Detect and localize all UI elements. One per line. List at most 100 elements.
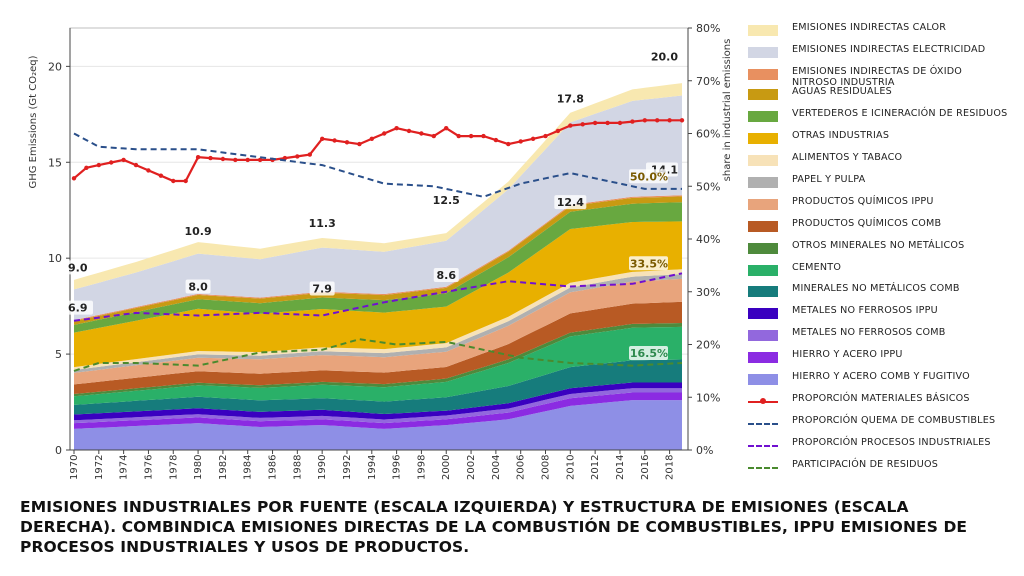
legend-label-line: OTROS MINERALES NO METÁLICOS [792,239,965,251]
marker-proporcion-materiales-basicos [133,162,139,168]
legend-label-line: EMISIONES INDIRECTAS DE ÓXIDO [792,65,963,77]
y2-tick-label: 40% [696,233,720,246]
legend-item-aguas-residuales: AGUAS RESIDUALES [748,86,1018,106]
x-tick-label: 1970 [69,455,80,480]
marker-proporcion-materiales-basicos [406,128,412,134]
legend-label: PARTICIPACIÓN DE RESIDUOS [792,459,938,470]
annotation-bg [629,345,668,360]
marker-proporcion-materiales-basicos [419,131,424,136]
legend-label-line: AGUAS RESIDUALES [792,86,892,98]
annotation-bg [629,169,668,184]
legend-item-papel-y-pulpa: PAPEL Y PULPA [748,174,1018,194]
annotation-bg [68,260,93,275]
x-tick-label: 2006 [516,455,527,480]
figure-caption: EMISIONES INDUSTRIALES POR FUENTE (ESCAL… [20,498,968,556]
x-tick-label: 1988 [292,455,303,480]
marker-proporcion-materiales-basicos [592,120,598,126]
marker-proporcion-materiales-basicos [580,122,585,127]
annotation-label: 20.0 [651,50,678,63]
legend-label: PAPEL Y PULPA [792,174,865,185]
x-tick-label: 1984 [243,455,254,480]
area-emisiones-indirectas-electricidad [74,95,682,321]
legend-swatch [748,352,778,364]
x-tick-label: 1978 [168,455,179,480]
legend-label-line: EMISIONES INDIRECTAS ELECTRICIDAD [792,43,986,55]
annotation-label: 7.9 [312,282,332,295]
x-tick-label: 1994 [367,455,378,480]
legend-swatch [748,308,778,320]
x-tick-label: 2002 [466,455,477,480]
marker-proporcion-materiales-basicos [679,118,685,123]
x-tick-label: 2014 [615,455,626,480]
marker-proporcion-materiales-basicos [282,155,288,161]
x-tick-label: 1998 [416,455,427,480]
marker-proporcion-materiales-basicos [344,140,350,145]
marker-proporcion-materiales-basicos [481,133,486,139]
marker-proporcion-materiales-basicos [121,157,126,163]
marker-proporcion-materiales-basicos [332,138,337,143]
legend-swatch [748,111,778,123]
marker-proporcion-materiales-basicos [506,141,511,147]
annotation-label: 12.4 [557,196,584,209]
legend-item-hierro-y-acero-ippu: HIERRO Y ACERO IPPU [748,349,1018,369]
legend-swatch [748,46,778,58]
y-tick-label: 5 [55,348,62,361]
legend-swatch [748,89,778,101]
legend-label: VERTEDEROS E ICINERACIÓN DE RESIDUOS [792,108,1007,119]
y2-tick-label: 10% [696,391,720,404]
legend-item-vertederos-e-icineracion-de-residuos: VERTEDEROS E ICINERACIÓN DE RESIDUOS [748,108,1018,128]
line-proporcion-quema-de-combustibles [73,132,682,198]
legend-swatch [748,68,778,80]
marker-proporcion-materiales-basicos [158,173,164,178]
marker-proporcion-materiales-basicos [568,123,573,128]
x-tick-label: 2000 [441,455,452,480]
legend-label-line: PROPORCIÓN QUEMA DE COMBUSTIBLES [792,414,996,426]
area-hierro-y-acero-ippu [74,392,682,429]
annotation-label: 9.0 [68,261,88,274]
legend-item-metales-no-ferrosos-ippu: METALES NO FERROSOS IPPU [748,305,1018,325]
marker-proporcion-materiales-basicos [257,157,263,163]
area-productos-quimicos-comb [74,301,682,394]
marker-proporcion-materiales-basicos [208,155,213,161]
annotation-bg [430,193,463,208]
annotation-bg [68,300,93,315]
legend-item-cemento: CEMENTO [748,262,1018,282]
legend-label-line: PRODUCTOS QUÍMICOS COMB [792,217,942,229]
marker-proporcion-materiales-basicos [382,131,387,136]
y-tick-label: 0 [55,444,62,457]
legend-label: ALIMENTOS Y TABACO [792,152,902,163]
legend-swatch [748,374,778,385]
legend-label: EMISIONES INDIRECTAS CALOR [792,22,946,33]
marker-proporcion-materiales-basicos [369,136,374,141]
x-tick-label: 1990 [317,455,328,480]
legend-label: CEMENTO [792,262,841,273]
marker-proporcion-materiales-basicos [233,157,238,163]
legend-label-line: HIERRO Y ACERO IPPU [792,349,903,361]
marker-proporcion-materiales-basicos [605,120,610,126]
x-tick-label: 1992 [342,455,353,480]
legend-item-proporcion-materiales-basicos: PROPORCIÓN MATERIALES BÁSICOS [748,393,1018,413]
annotation-bg [433,268,459,283]
legend-item-hierro-y-acero-comb-y-fugitivo: HIERRO Y ACERO COMB Y FUGITIVO [748,371,1018,391]
legend-item-minerales-no-metalicos-comb: MINERALES NO METÁLICOS COMB [748,283,1018,303]
legend-item-proporcion-procesos-industriales: PROPORCIÓN PROCESOS INDUSTRIALES [748,437,1018,457]
legend-label-line: OTRAS INDUSTRIAS [792,130,890,142]
annotation-bg [309,281,335,296]
y2-tick-label: 30% [696,286,720,299]
legend-swatch [748,264,778,276]
x-tick-label: 2012 [590,455,601,480]
legend-line-swatch [748,440,778,451]
annotation-label: 6.9 [68,302,88,315]
area-vertederos-e-icineracion-de-residuos [74,202,682,333]
legend-label-line: PARTICIPACIÓN DE RESIDUOS [792,458,938,470]
legend-label: PROPORCIÓN QUEMA DE COMBUSTIBLES [792,415,995,426]
legend-label: EMISIONES INDIRECTAS ELECTRICIDAD [792,44,985,55]
marker-proporcion-materiales-basicos [630,119,635,124]
legend-swatch [748,198,778,210]
legend-label-line: CEMENTO [792,261,842,273]
annotation-bg [182,223,215,238]
x-tick-label: 2018 [665,455,676,480]
marker-proporcion-materiales-basicos [245,157,250,163]
